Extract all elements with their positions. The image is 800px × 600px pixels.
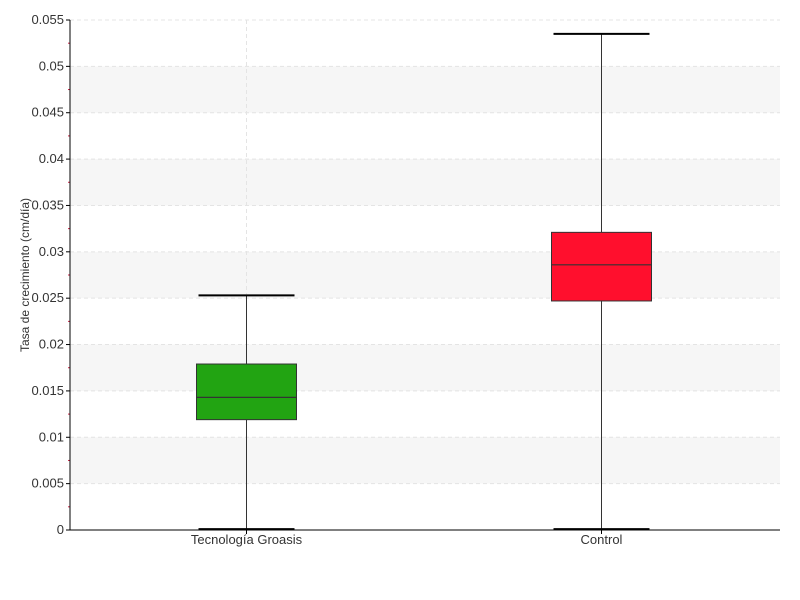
x-category-label: Tecnología Groasis <box>191 532 303 547</box>
y-axis-ticks: 0 0.005 0.01 0.015 0.02 0.025 0.03 0.035 0.04 0.0… <box>31 12 70 537</box>
y-tick-label: 0.045 <box>31 105 64 120</box>
y-tick-label: 0.03 <box>39 244 64 259</box>
y-tick-label: 0.025 <box>31 290 64 305</box>
grid-band <box>70 159 780 206</box>
grid-band <box>70 251 780 299</box>
y-tick-label: 0.05 <box>39 58 64 73</box>
x-axis-category-labels: Tecnología Groasis Control <box>191 530 623 547</box>
y-axis-title: Tasa de crecimiento (cm/día) <box>18 198 32 352</box>
grid-lines <box>70 19 780 530</box>
y-tick-label: 0.005 <box>31 476 64 491</box>
grid-band <box>70 66 780 113</box>
box-iqr <box>196 363 297 421</box>
box-control <box>551 32 652 531</box>
y-tick-label: 0.035 <box>31 197 64 212</box>
box-series <box>196 32 652 531</box>
grid-band <box>70 437 780 484</box>
y-tick-label: 0 <box>57 522 64 537</box>
x-category-label: Control <box>581 532 623 547</box>
y-tick-label: 0.01 <box>39 429 64 444</box>
y-tick-label: 0.055 <box>31 12 64 27</box>
grid-band <box>70 344 780 391</box>
box-iqr <box>551 231 652 302</box>
y-tick-label: 0.04 <box>39 151 64 166</box>
y-tick-label: 0.015 <box>31 383 64 398</box>
y-tick-label: 0.02 <box>39 337 64 352</box>
box-groasis <box>196 294 297 531</box>
alternating-bands <box>70 66 780 484</box>
